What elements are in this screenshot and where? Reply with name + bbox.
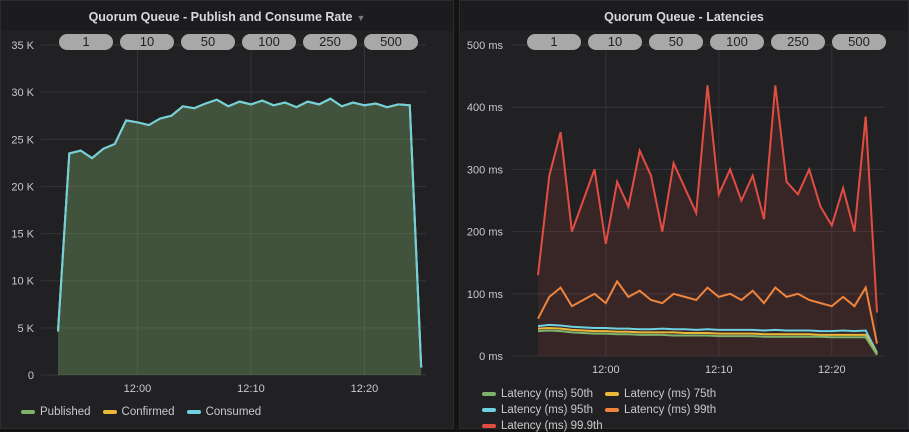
legend-swatch <box>102 410 117 414</box>
resolution-pill-10[interactable]: 10 <box>120 34 174 50</box>
legend-label: Latency (ms) 95th <box>501 404 594 416</box>
y-tick-label: 20 K <box>11 181 34 193</box>
legend-swatch <box>482 424 496 428</box>
legend-label: Latency (ms) 99th <box>624 404 717 416</box>
y-tick-label: 30 K <box>11 87 34 99</box>
legend-swatch <box>482 408 496 412</box>
resolution-pill-500[interactable]: 500 <box>832 34 886 50</box>
x-tick-label: 12:10 <box>705 364 733 376</box>
x-tick-label: 12:20 <box>818 364 846 376</box>
legend-item[interactable]: Latency (ms) 99th <box>605 404 716 416</box>
resolution-pill-1[interactable]: 1 <box>527 34 581 50</box>
y-tick-label: 15 K <box>11 229 34 241</box>
rate-chart: 0 5 K 10 K 15 K 20 K 25 K 30 K 35 K 12:00 12:10 12… <box>11 40 426 395</box>
caret-down-icon[interactable]: ▼ <box>356 13 366 23</box>
x-tick-label: 12:20 <box>351 383 379 395</box>
pill-group: 1 10 50 100 250 500 <box>527 34 886 50</box>
latency-chart: 0 ms 100 ms 200 ms 300 ms 400 ms 500 ms 12:00 1… <box>467 40 885 376</box>
legend-item[interactable]: Confirmed <box>102 406 175 418</box>
y-tick-label: 35 K <box>11 40 34 52</box>
y-tick-label: 25 K <box>11 134 34 146</box>
legend-label: Latency (ms) 75th <box>624 388 717 400</box>
resolution-pill-50[interactable]: 50 <box>649 34 703 50</box>
legend-label: Published <box>40 406 91 418</box>
legend-item[interactable]: Latency (ms) 95th <box>482 404 593 416</box>
y-tick-label: 500 ms <box>467 40 504 52</box>
legend-label: Confirmed <box>121 406 175 418</box>
y-tick-label: 400 ms <box>467 102 504 114</box>
legend-swatch <box>186 410 201 414</box>
legend-item[interactable]: Latency (ms) 99.9th <box>482 420 603 432</box>
y-tick-label: 300 ms <box>467 164 504 176</box>
resolution-pill-100[interactable]: 100 <box>242 34 296 50</box>
latencies-panel: Quorum Queue - Latencies 0 ms 100 ms 200 m… <box>459 0 909 432</box>
y-tick-label: 5 K <box>17 323 34 335</box>
resolution-pill-500[interactable]: 500 <box>364 34 418 50</box>
resolution-pill-50[interactable]: 50 <box>181 34 235 50</box>
legend-swatch <box>482 392 496 396</box>
panel-title[interactable]: Quorum Queue - Latencies <box>460 1 908 31</box>
resolution-pill-10[interactable]: 10 <box>588 34 642 50</box>
series-line-p99 <box>537 279 878 344</box>
series-line-p75 <box>537 326 878 355</box>
series-area <box>58 98 422 375</box>
pill-group: 1 10 50 100 250 500 <box>59 34 418 50</box>
legend-swatch <box>605 392 620 396</box>
panel-title[interactable]: Quorum Queue - Publish and Consume Rate ▼ <box>1 1 453 31</box>
series-area <box>538 85 877 357</box>
legend-label: Latency (ms) 50th <box>501 388 594 400</box>
resolution-pill-100[interactable]: 100 <box>710 34 764 50</box>
legend-item[interactable]: Latency (ms) 75th <box>605 388 716 400</box>
x-tick-label: 12:10 <box>237 383 265 395</box>
series-line-p999 <box>537 85 878 313</box>
resolution-pill-250[interactable]: 250 <box>303 34 357 50</box>
y-tick-label: 200 ms <box>467 227 504 239</box>
legend-swatch <box>605 408 620 412</box>
series-line-p50 <box>537 329 878 356</box>
series-line-consumed <box>57 97 423 368</box>
legend-label: Consumed <box>205 406 262 418</box>
y-tick-label: 0 <box>28 370 34 382</box>
legend-item[interactable]: Latency (ms) 50th <box>482 388 593 400</box>
resolution-pill-1[interactable]: 1 <box>59 34 113 50</box>
publish-consume-panel: Quorum Queue - Publish and Consume Rate ▼… <box>0 0 454 429</box>
y-tick-label: 100 ms <box>467 289 504 301</box>
legend: Published Confirmed Consumed <box>21 406 261 418</box>
y-tick-label: 10 K <box>11 276 34 288</box>
legend-swatch <box>21 410 35 414</box>
legend-label: Latency (ms) 99.9th <box>501 420 603 432</box>
series-line-p95 <box>537 323 878 354</box>
x-tick-label: 12:00 <box>124 383 152 395</box>
legend: Latency (ms) 50th Latency (ms) 75th Latenc… <box>482 388 812 432</box>
legend-item[interactable]: Published <box>21 406 91 418</box>
y-tick-label: 0 ms <box>479 351 503 363</box>
legend-item[interactable]: Consumed <box>186 406 262 418</box>
resolution-pill-250[interactable]: 250 <box>771 34 825 50</box>
x-tick-label: 12:00 <box>592 364 620 376</box>
